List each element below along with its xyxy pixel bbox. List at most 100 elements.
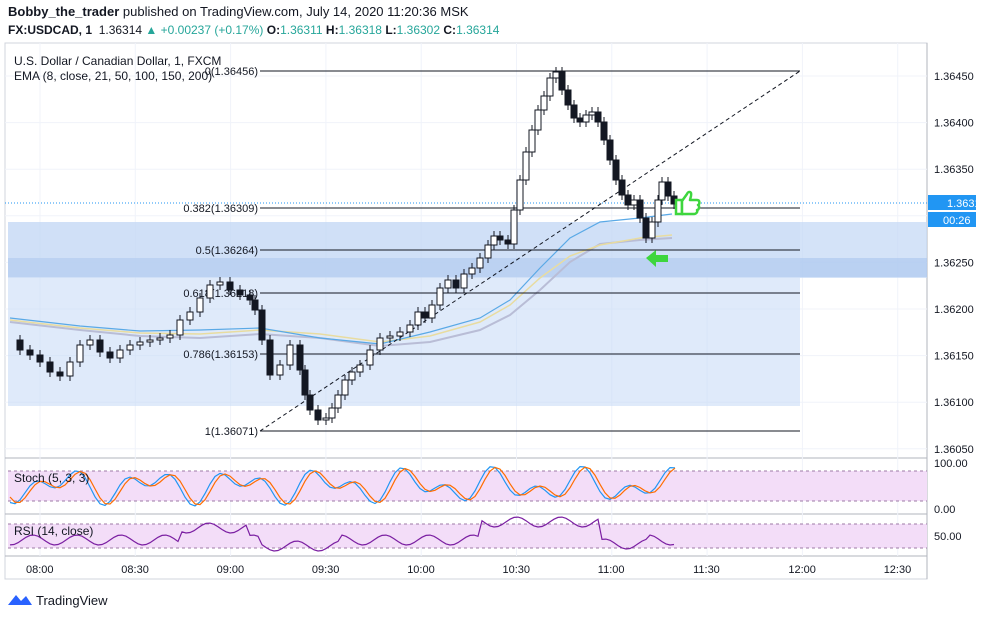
ema-legend[interactable]: EMA (8, close, 21, 50, 100, 150, 200)	[14, 69, 212, 83]
candle-body	[166, 334, 174, 339]
candle-body	[341, 379, 349, 396]
low-label: L:	[385, 23, 397, 37]
rsi-line	[9, 516, 675, 552]
candle-body	[421, 311, 429, 319]
open-value: 1.36311	[280, 23, 323, 37]
candle-body	[366, 349, 374, 366]
candle-body	[156, 337, 164, 341]
candle-body	[56, 371, 64, 377]
price-tick-label: 1.36450	[934, 71, 974, 83]
candle-body	[618, 179, 626, 196]
chart-header: Bobby_the_trader published on TradingVie…	[8, 3, 928, 39]
candle-body	[522, 151, 530, 181]
thumbs-up-icon	[674, 190, 701, 216]
fib-level-label: 0.786(1.36153)	[183, 349, 258, 361]
stoch-d-line	[9, 466, 676, 506]
price-tick-label: 1.36050	[934, 444, 974, 456]
candle-body	[636, 199, 644, 219]
time-axis[interactable]: 08:00 08:30 09:00 09:30 10:00 10:30 11:00 11:30…	[26, 564, 911, 576]
price-tick-label: 1.36250	[934, 257, 974, 269]
high-value: 1.36318	[338, 23, 382, 37]
close-label: C:	[443, 23, 457, 37]
candle-body	[26, 349, 34, 356]
candle-body	[476, 257, 484, 269]
candle-body	[226, 281, 234, 291]
candle-body	[552, 71, 560, 79]
time-tick-label: 09:30	[312, 564, 340, 576]
candle-body	[396, 331, 404, 337]
candle-body	[348, 371, 356, 381]
candle-body	[46, 361, 54, 373]
candle-body	[86, 339, 94, 346]
fib-level-label: 1(1.36071)	[205, 426, 258, 438]
author-name[interactable]: Bobby_the_trader	[8, 4, 120, 19]
candle-body	[106, 351, 114, 359]
candle-body	[301, 369, 309, 396]
time-tick-label: 10:00	[407, 564, 435, 576]
price-tick-label: 1.36150	[934, 351, 974, 363]
candle-body	[484, 244, 492, 259]
publish-line: Bobby_the_trader published on TradingVie…	[8, 3, 928, 21]
time-tick-label: 09:00	[217, 564, 245, 576]
close-value: 1.36314	[456, 23, 500, 37]
candle-body	[66, 361, 74, 377]
stoch-legend[interactable]: Stoch (5, 3, 3)	[14, 471, 89, 485]
low-value: 1.36302	[396, 23, 441, 37]
candle-body	[594, 111, 602, 123]
candle-body	[334, 394, 342, 409]
candle-body	[648, 221, 656, 239]
candle-body	[516, 179, 524, 211]
candle-body	[546, 77, 554, 97]
fib-trend-line[interactable]	[259, 70, 801, 432]
time-tick-label: 08:00	[26, 564, 54, 576]
candle-body	[606, 139, 614, 161]
fib-level-label: 0.5(1.36264)	[196, 245, 258, 257]
candle-body	[624, 194, 632, 206]
key-zone	[8, 258, 927, 277]
price-axis[interactable]: 1.364501.364001.363501.363001.362501.362…	[934, 71, 974, 456]
candle-body	[136, 341, 144, 346]
candle-body	[642, 217, 650, 239]
candle-body	[582, 114, 590, 123]
candle-body	[630, 199, 638, 206]
instrument-legend[interactable]: U.S. Dollar / Canadian Dollar, 1, FXCM	[14, 54, 221, 68]
candle-body	[504, 239, 512, 245]
time-tick-label: 10:30	[503, 564, 531, 576]
symbol-label[interactable]: FX:USDCAD, 1	[8, 23, 93, 37]
stoch-k-line	[9, 465, 676, 507]
candle-body	[258, 309, 266, 341]
rsi-legend[interactable]: RSI (14, close)	[14, 524, 93, 538]
candle-body	[406, 324, 414, 333]
tradingview-logo[interactable]: TradingView	[8, 590, 108, 610]
candle-body	[146, 339, 154, 343]
candle-body	[528, 129, 536, 153]
candle-body	[436, 287, 444, 306]
price-tick-label: 1.36400	[934, 118, 974, 130]
candle-body	[564, 89, 572, 106]
candle-body	[444, 279, 452, 289]
price-tick-label: 1.36200	[934, 304, 974, 316]
candle-body	[246, 294, 254, 301]
countdown-text: 00:26	[943, 215, 971, 227]
candle-body	[116, 349, 124, 359]
candle-body	[386, 335, 394, 339]
candle-body	[186, 311, 194, 321]
candle-body	[76, 344, 84, 363]
candle-body	[452, 279, 460, 289]
fibonacci-retracement[interactable]: 0(1.36456)0.382(1.36309)0.5(1.36264)0.61…	[183, 66, 800, 438]
brand-name: TradingView	[36, 592, 108, 608]
candle-body	[540, 95, 548, 111]
candle-body	[276, 364, 284, 376]
candlestick-series[interactable]	[16, 67, 678, 425]
fib-level-label: 0(1.36456)	[205, 66, 258, 78]
candle-body	[468, 267, 476, 275]
candle-body	[356, 364, 364, 373]
candle-body	[306, 394, 314, 411]
candle-body	[266, 339, 274, 376]
published-text: published on TradingView.com, July 14, 2…	[122, 4, 469, 19]
candle-body	[490, 235, 498, 246]
time-tick-label: 11:00	[598, 564, 625, 576]
open-label: O:	[266, 23, 281, 37]
arrow-left-icon	[646, 250, 668, 267]
